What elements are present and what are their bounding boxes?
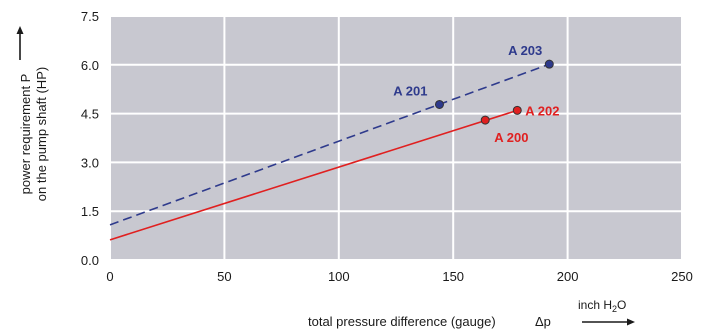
y-tick-label: 4.5 <box>81 107 99 122</box>
y-tick-label: 6.0 <box>81 58 99 73</box>
x-tick-label: 100 <box>328 269 350 284</box>
series-line-1 <box>109 63 550 226</box>
series-points: A 200 A 202 A 201 A 203 <box>393 43 559 145</box>
data-label: A 203 <box>508 43 542 58</box>
y-axis-label-line2: on the pump shaft (HP) <box>34 67 49 201</box>
data-label: A 202 <box>525 103 559 118</box>
data-label: A 200 <box>494 130 528 145</box>
y-axis-ticks: 0.0 1.5 3.0 4.5 6.0 7.5 <box>81 9 99 268</box>
x-tick-label: 150 <box>442 269 464 284</box>
y-axis-title: power requirement P on the pump shaft (H… <box>18 67 49 201</box>
data-point <box>544 59 554 69</box>
data-label: A 201 <box>393 83 427 98</box>
x-axis-symbol: Δp <box>535 314 551 329</box>
data-point <box>434 99 444 109</box>
plot-background <box>110 16 682 260</box>
x-axis-unit: inch H2O <box>578 298 626 314</box>
y-tick-label: 7.5 <box>81 9 99 24</box>
x-tick-label: 250 <box>671 269 693 284</box>
x-axis-ticks: 0 50 100 150 200 250 <box>106 269 692 284</box>
x-tick-label: 200 <box>557 269 579 284</box>
y-axis-label-line1: power requirement P <box>18 74 33 195</box>
data-point <box>480 115 490 125</box>
grid <box>109 15 683 261</box>
x-tick-label: 50 <box>217 269 231 284</box>
y-tick-label: 1.5 <box>81 204 99 219</box>
y-tick-label: 3.0 <box>81 155 99 170</box>
plot-area <box>110 16 682 260</box>
x-axis-label: total pressure difference (gauge) <box>308 314 496 329</box>
series-line-0 <box>109 109 518 241</box>
data-point <box>512 105 522 115</box>
y-axis-arrow <box>16 26 24 60</box>
y-tick-label: 0.0 <box>81 253 99 268</box>
x-axis-arrow <box>582 318 635 326</box>
x-tick-label: 0 <box>106 269 113 284</box>
series-lines <box>109 63 550 241</box>
